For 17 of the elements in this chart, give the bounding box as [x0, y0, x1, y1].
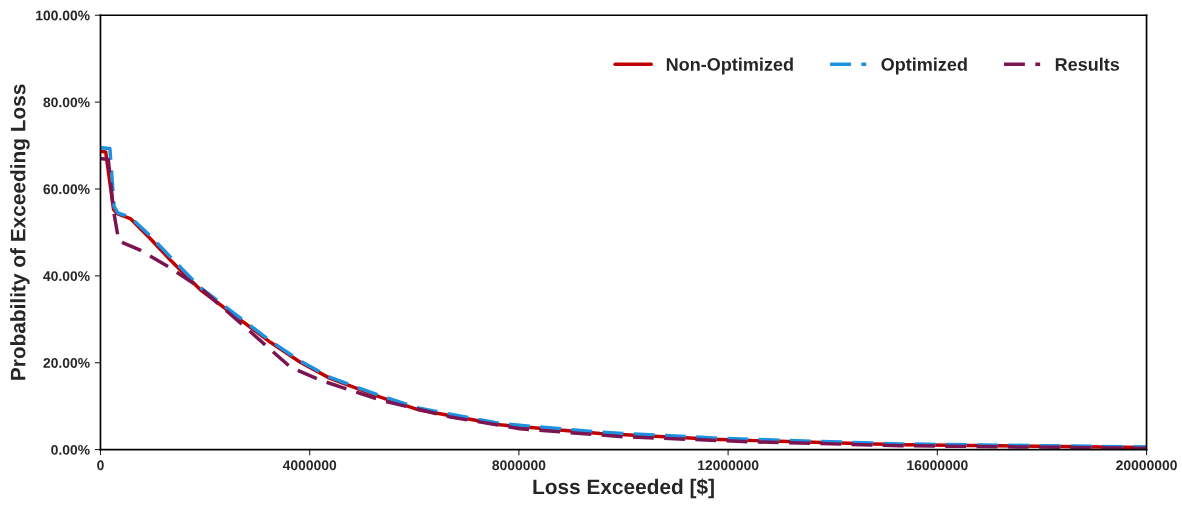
x-tick-label: 8000000	[492, 460, 546, 471]
y-tick-label: 40.00%	[43, 271, 90, 282]
y-tick-label: 100.00%	[36, 10, 90, 21]
x-tick-label: 4000000	[282, 460, 337, 471]
y-tick-label: 0.00%	[51, 444, 90, 455]
y-tick-label: 20.00%	[43, 358, 90, 368]
legend-label: Non-Optimized	[666, 57, 793, 75]
x-tick-label: 20000000	[1116, 460, 1177, 471]
legend-label: Optimized	[881, 57, 967, 75]
x-tick-label: 12000000	[698, 460, 759, 471]
y-tick-label: 60.00%	[43, 184, 90, 195]
y-axis-title: Probability of Exceeding Loss	[10, 84, 30, 380]
x-tick-label: 16000000	[907, 460, 968, 471]
x-axis-title: Loss Exceeded [$]	[533, 478, 714, 499]
x-tick-label: 0	[97, 460, 104, 471]
y-tick-label: 80.00%	[43, 97, 90, 108]
legend-label: Results	[1055, 57, 1120, 71]
